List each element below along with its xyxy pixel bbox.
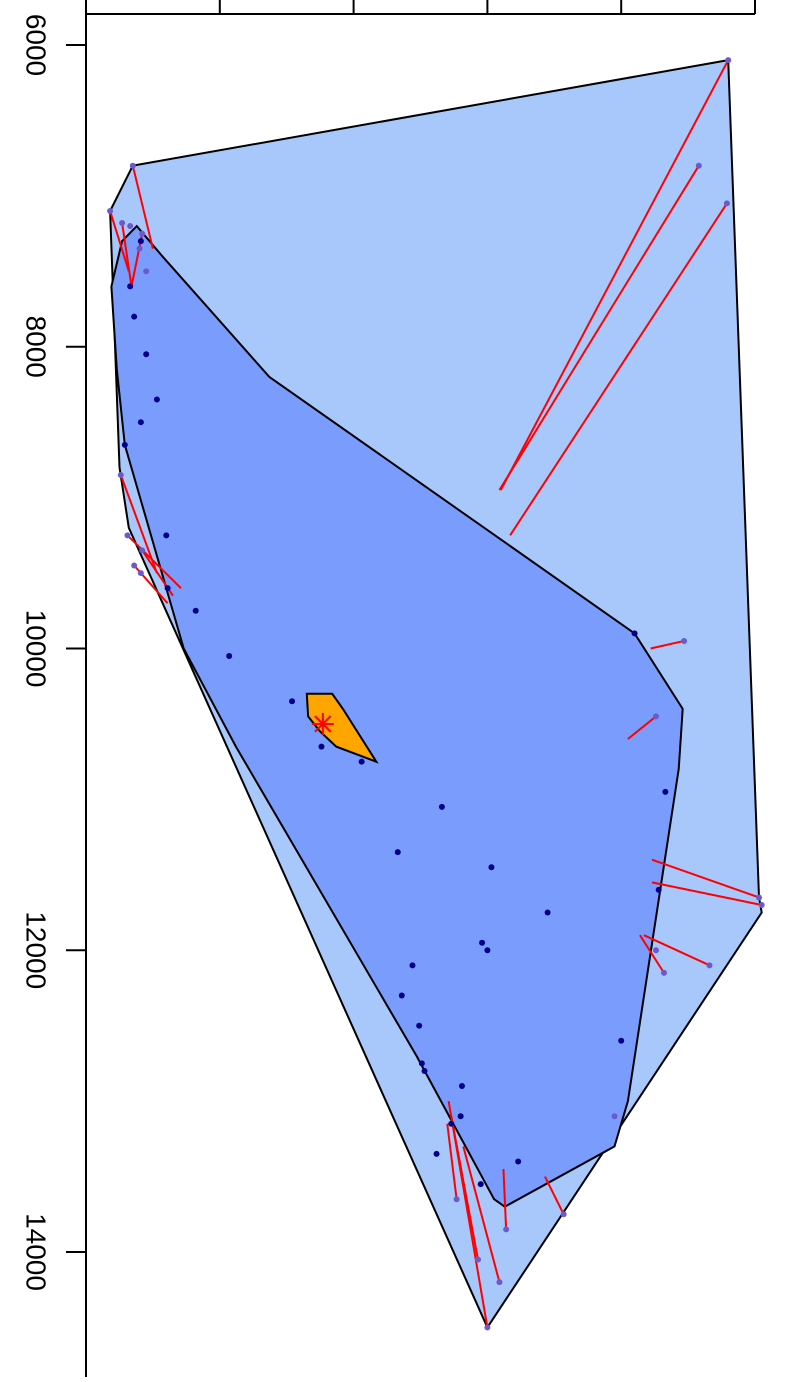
outside-point-13 xyxy=(758,901,765,908)
inside-point-17 xyxy=(479,939,486,946)
inside-point-0 xyxy=(137,238,144,245)
outside-point-19 xyxy=(560,1211,567,1218)
outside-point-23 xyxy=(484,1324,491,1331)
outlier-line-15 xyxy=(643,934,710,967)
outlier-line-7 xyxy=(119,474,158,574)
outlier-line-8 xyxy=(126,534,182,589)
outlier-line-2 xyxy=(509,202,728,536)
outside-point-16 xyxy=(661,969,668,976)
inside-point-13 xyxy=(394,849,401,856)
outside-point-28 xyxy=(143,268,150,275)
inside-point-24 xyxy=(457,1113,464,1120)
outside-point-27 xyxy=(136,245,143,252)
inside-point-5 xyxy=(163,532,170,539)
inside-point-28 xyxy=(618,1037,625,1044)
median-layer xyxy=(305,692,379,764)
outside-point-9 xyxy=(137,570,144,577)
inside-point-12 xyxy=(438,803,445,810)
inside-point-14 xyxy=(488,864,495,871)
outlier-line-11 xyxy=(650,639,685,650)
inside-point-23 xyxy=(458,1083,465,1090)
outlier-line-17 xyxy=(446,1123,458,1200)
outlier-line-12 xyxy=(627,715,657,740)
outside-point-20 xyxy=(503,1226,510,1233)
inside-point-22 xyxy=(421,1067,428,1074)
outlier-line-21 xyxy=(462,1146,501,1283)
outside-point-26 xyxy=(127,223,134,230)
inside-point-25 xyxy=(515,1158,522,1165)
outside-point-21 xyxy=(475,1256,482,1263)
inside-point-3 xyxy=(153,396,160,403)
inside-point-33 xyxy=(127,283,134,290)
median-marker-stroke-3 xyxy=(314,715,332,733)
inside-point-7 xyxy=(192,607,199,614)
outlier-line-22 xyxy=(447,1100,489,1328)
value-tick-label-10000: 10000 xyxy=(21,610,52,688)
value-tick-label-14000: 14000 xyxy=(21,1213,52,1291)
outside-point-25 xyxy=(723,200,730,207)
inside-point-4 xyxy=(121,441,128,448)
inside-point-31 xyxy=(448,1120,455,1127)
outside-point-1 xyxy=(129,162,136,169)
inside-point-27 xyxy=(433,1150,440,1157)
inside-point-21 xyxy=(416,1022,423,1029)
outside-point-14 xyxy=(652,947,659,954)
value-tick-label-6000: 6000 xyxy=(21,14,52,76)
outlier-line-5 xyxy=(121,222,133,287)
inside-point-6 xyxy=(164,585,171,592)
inner-hull-bag xyxy=(110,224,684,1208)
outlier-lines-layer xyxy=(109,59,762,1328)
outside-point-5 xyxy=(117,471,124,478)
outlier-line-19 xyxy=(502,1168,508,1230)
inside-point-2 xyxy=(143,351,150,358)
outside-point-7 xyxy=(139,547,146,554)
hull-layer xyxy=(109,58,763,1330)
outlier-line-13 xyxy=(651,858,760,899)
inside-point-29 xyxy=(631,630,638,637)
inside-point-8 xyxy=(226,653,233,660)
inside-point-1 xyxy=(131,313,138,320)
outlier-line-16 xyxy=(639,934,665,974)
inside-point-20 xyxy=(398,992,405,999)
inside-point-15 xyxy=(655,886,662,893)
inside-point-9 xyxy=(289,698,296,705)
inside-point-30 xyxy=(662,788,669,795)
inside-point-11 xyxy=(358,758,365,765)
median-region xyxy=(305,692,379,764)
outside-point-6 xyxy=(124,532,131,539)
inside-point-16 xyxy=(544,909,551,916)
points-layer xyxy=(107,57,765,1331)
outside-point-24 xyxy=(695,162,702,169)
outside-point-17 xyxy=(611,1113,618,1120)
outside-point-8 xyxy=(131,562,138,569)
axes-layer: 6000 8000 10000 12000 14000 xyxy=(21,0,756,1377)
outside-point-0 xyxy=(725,57,732,64)
outside-point-3 xyxy=(119,220,126,227)
outlier-line-3 xyxy=(131,165,154,249)
outlier-line-18 xyxy=(544,1176,565,1215)
outside-point-12 xyxy=(756,894,763,901)
outside-point-22 xyxy=(496,1279,503,1286)
outside-point-15 xyxy=(706,962,713,969)
value-tick-label-12000: 12000 xyxy=(21,911,52,989)
outside-point-11 xyxy=(652,713,659,720)
inside-point-19 xyxy=(409,962,416,969)
outlier-line-1 xyxy=(498,165,700,491)
outlier-line-0 xyxy=(499,59,730,491)
outlier-line-14 xyxy=(651,881,762,906)
inside-point-32 xyxy=(418,1060,425,1067)
median-marker xyxy=(311,712,334,735)
outside-point-4 xyxy=(139,230,146,237)
inside-point-26 xyxy=(477,1181,484,1188)
inside-point-10 xyxy=(318,743,325,750)
value-tick-label-8000: 8000 xyxy=(21,316,52,378)
outside-point-18 xyxy=(453,1196,460,1203)
outside-point-10 xyxy=(681,637,688,644)
outlier-line-4 xyxy=(109,210,130,272)
inside-point-18 xyxy=(484,947,491,954)
inside-point-34 xyxy=(137,419,144,426)
outside-point-2 xyxy=(107,207,114,214)
